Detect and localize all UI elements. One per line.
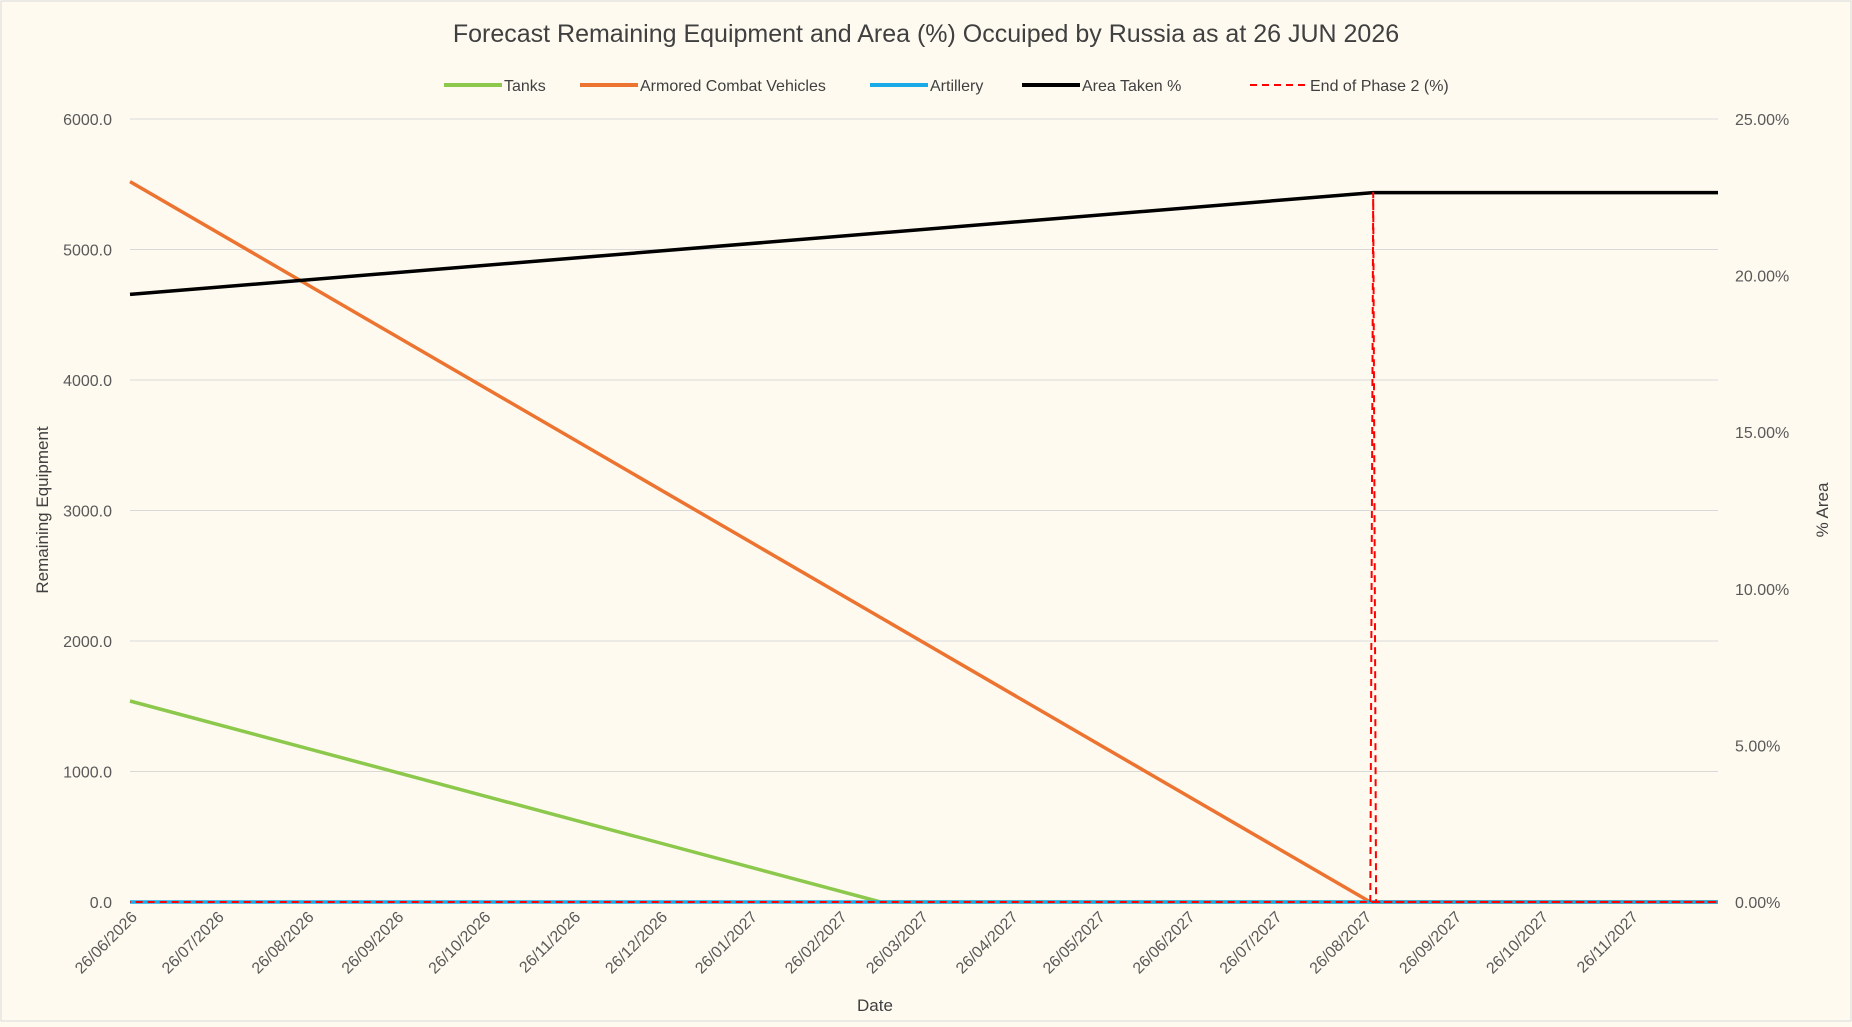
series-lines (129, 180, 1719, 904)
y2-tick-label: 0.00% (1735, 895, 1780, 912)
y-axis-ticks: 0.0 1000.0 2000.0 3000.0 4000.0 5000.0 6000.0 (63, 112, 112, 912)
y2-tick-label: 15.00% (1735, 425, 1789, 442)
legend: Tanks Armored Combat Vehicles Artillery Are… (444, 78, 1449, 95)
y-tick-label: 3000.0 (63, 504, 112, 521)
legend-label: Armored Combat Vehicles (640, 78, 826, 95)
y-axis-title: Remaining Equipment (33, 426, 52, 594)
y-tick-label: 4000.0 (63, 373, 112, 390)
legend-label: Artillery (930, 78, 983, 95)
y-tick-label: 0.0 (90, 895, 112, 912)
y2-tick-label: 10.00% (1735, 582, 1789, 599)
y2-tick-label: 20.00% (1735, 269, 1789, 286)
chart-title: Forecast Remaining Equipment and Area (%… (453, 20, 1399, 48)
legend-label: Tanks (504, 78, 546, 95)
legend-label: Area Taken % (1082, 78, 1181, 95)
y2-axis-ticks: 0.00% 5.00% 10.00% 15.00% 20.00% 25.00% (1735, 112, 1789, 912)
y-tick-label: 1000.0 (63, 765, 112, 782)
y-tick-label: 2000.0 (63, 634, 112, 651)
series-line-end-of-phase-2 (130, 191, 1719, 903)
y2-axis-title: % Area (1813, 482, 1832, 537)
y-tick-label: 6000.0 (63, 112, 112, 129)
x-axis-title: Date (857, 996, 893, 1015)
legend-label: End of Phase 2 (%) (1310, 78, 1449, 95)
y-tick-label: 5000.0 (63, 243, 112, 260)
y2-tick-label: 25.00% (1735, 112, 1789, 129)
y2-tick-label: 5.00% (1735, 738, 1780, 755)
